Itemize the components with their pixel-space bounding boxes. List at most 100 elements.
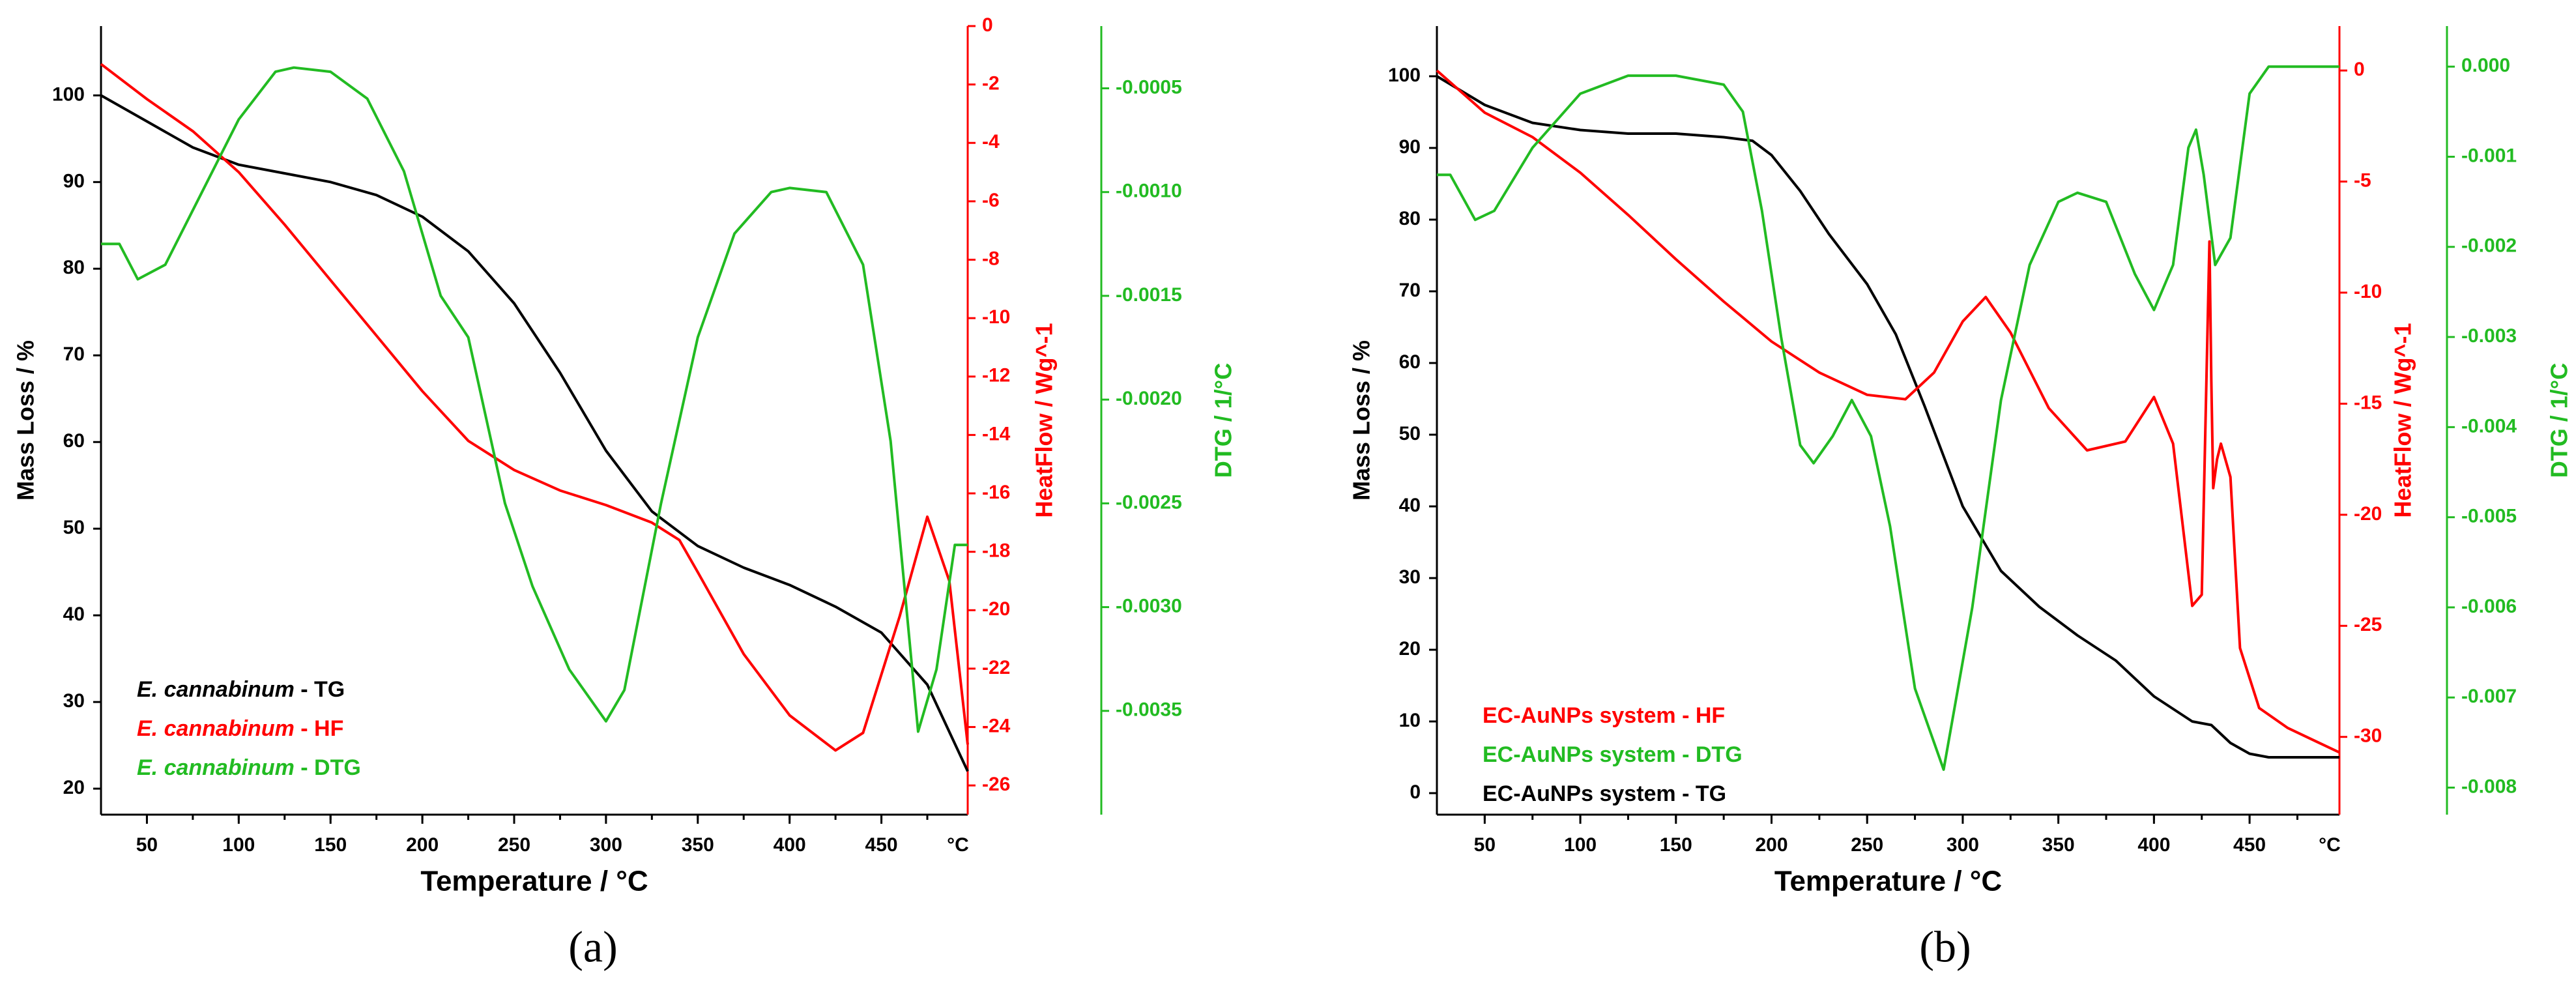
legend-name: E. cannabinum [137,755,295,780]
y-left-tick-label: 0 [1410,781,1421,803]
panel-label: (b) [1919,922,1971,972]
legend-suffix: - DTG [1676,742,1743,767]
y-left-tick-label: 100 [52,83,85,105]
legend-entry-hf: EC-AuNPs system - HF [1483,703,1725,728]
legend-suffix: - TG [1676,781,1726,806]
series-dtg-line [101,66,968,733]
legend-name: E. cannabinum [137,716,295,741]
x-tick-label: 350 [682,834,714,856]
y-dtg-tick-label: -0.0035 [1116,699,1182,721]
y-left-tick-label: 40 [63,603,85,625]
y-dtg-title: DTG / 1/°C [2546,363,2573,478]
x-tick-label: 200 [1755,834,1787,856]
y-left-tick-label: 60 [1399,351,1421,373]
panel-label: (a) [568,922,617,972]
y-heatflow-tick-label: -20 [2354,503,2382,525]
y-dtg-tick-label: 0.000 [2461,55,2510,76]
legend-entry-dtg: E. cannabinum - DTG [137,755,361,780]
legend-name: EC-AuNPs system [1483,742,1676,767]
x-axis-title: Temperature / °C [1774,865,2002,897]
y-dtg-tick-label: -0.0025 [1116,491,1182,513]
y-left-tick-label: 80 [63,257,85,278]
y-dtg-tick-label: -0.0005 [1116,76,1182,98]
y-heatflow-tick-label: -14 [982,423,1011,444]
y-left-tick-label: 70 [63,343,85,365]
y-heatflow-tick-label: -18 [982,540,1010,562]
y-dtg-tick-label: -0.0030 [1116,596,1182,617]
y-heatflow-tick-label: -5 [2354,170,2371,192]
y-left-tick-label: 80 [1399,208,1421,229]
y-left-title: Mass Loss / % [1348,340,1375,501]
series-tg-line [100,94,969,772]
x-axis-title: Temperature / °C [420,865,648,897]
legend-suffix: - HF [1676,703,1726,728]
panel-a-chart: 50 100 150 200 250 300 350 400 450 °C 20 30 40 50 60 70… [12,14,1237,972]
x-tick-label: 300 [1946,834,1979,856]
x-tick-label: 250 [498,834,530,856]
y-dtg-tick-label: -0.007 [2461,686,2517,707]
y-heatflow-tick-label: -25 [2354,614,2382,635]
y-heatflow-tick-label: -8 [982,248,1000,269]
y-left-tick-label: 40 [1399,495,1421,516]
panel-b-chart: 50 100 150 200 250 300 350 400 450 °C 0 10 20 30 40 50 6… [1348,26,2573,972]
y-left-tick-label: 70 [1399,280,1421,301]
x-tick-label: 50 [136,834,158,856]
y-left-tick-label: 90 [63,170,85,192]
y-heatflow-tick-label: -12 [982,365,1010,386]
y-dtg-tick-label: -0.005 [2461,506,2517,527]
x-tick-label: 350 [2042,834,2075,856]
x-tick-label: 100 [1564,834,1597,856]
x-tick-label: 300 [590,834,622,856]
y-left-tick-label: 20 [1399,638,1421,660]
series-hf-line [100,63,969,752]
legend-suffix: - DTG [295,755,361,780]
x-tick-label: 100 [222,834,255,856]
x-end-label: °C [947,834,969,856]
legend-name: EC-AuNPs system [1483,781,1676,806]
y-heatflow-tick-label: -16 [982,482,1010,503]
legend-suffix: - HF [295,716,344,741]
y-left-tick-label: 50 [63,517,85,538]
y-left-title: Mass Loss / % [12,340,39,501]
legend-name: E. cannabinum [137,677,295,702]
y-heatflow-tick-label: -4 [982,131,1000,153]
y-heatflow-tick-label: -15 [2354,392,2382,413]
x-end-label: °C [2319,834,2341,856]
x-tick-label: 50 [1474,834,1496,856]
y-dtg-tick-label: -0.002 [2461,235,2517,257]
legend-entry-dtg: EC-AuNPs system - DTG [1483,742,1743,767]
y-heatflow-tick-label: -22 [982,657,1010,678]
y-heatflow-tick-label: -10 [2354,281,2382,302]
x-tick-label: 150 [314,834,347,856]
legend-entry-tg: EC-AuNPs system - TG [1483,781,1726,806]
legend-suffix: - TG [295,677,345,702]
y-left-tick-label: 30 [63,690,85,712]
x-tick-label: 150 [1660,834,1692,856]
y-heatflow-title: HeatFlow / Wg^-1 [2390,323,2416,517]
x-tick-label: 200 [406,834,439,856]
series-dtg-line [1437,65,2339,771]
y-heatflow-tick-label: -20 [982,598,1010,620]
series-tg-line [1436,75,2339,759]
y-left-tick-label: 50 [1399,423,1421,444]
y-dtg-tick-label: -0.0015 [1116,284,1182,306]
x-tick-label: 400 [774,834,806,856]
legend-entry-tg: E. cannabinum - TG [137,677,345,702]
y-heatflow-tick-label: 0 [982,14,993,36]
y-dtg-title: DTG / 1/°C [1210,363,1237,478]
x-tick-label: 400 [2137,834,2170,856]
y-heatflow-title: HeatFlow / Wg^-1 [1031,323,1058,517]
y-dtg-tick-label: -0.008 [2461,776,2517,797]
y-dtg-tick-label: -0.006 [2461,596,2517,617]
y-heatflow-tick-label: -6 [982,190,1000,211]
series-hf-line [1436,69,2340,754]
y-left-tick-label: 20 [63,777,85,798]
y-dtg-tick-label: -0.0020 [1116,388,1182,409]
y-left-tick-label: 10 [1399,710,1421,731]
legend-entry-hf: E. cannabinum - HF [137,716,343,741]
x-tick-label: 450 [2233,834,2266,856]
y-dtg-tick-label: -0.0010 [1116,181,1182,202]
y-heatflow-tick-label: -26 [982,774,1010,795]
legend-name: EC-AuNPs system [1483,703,1676,728]
